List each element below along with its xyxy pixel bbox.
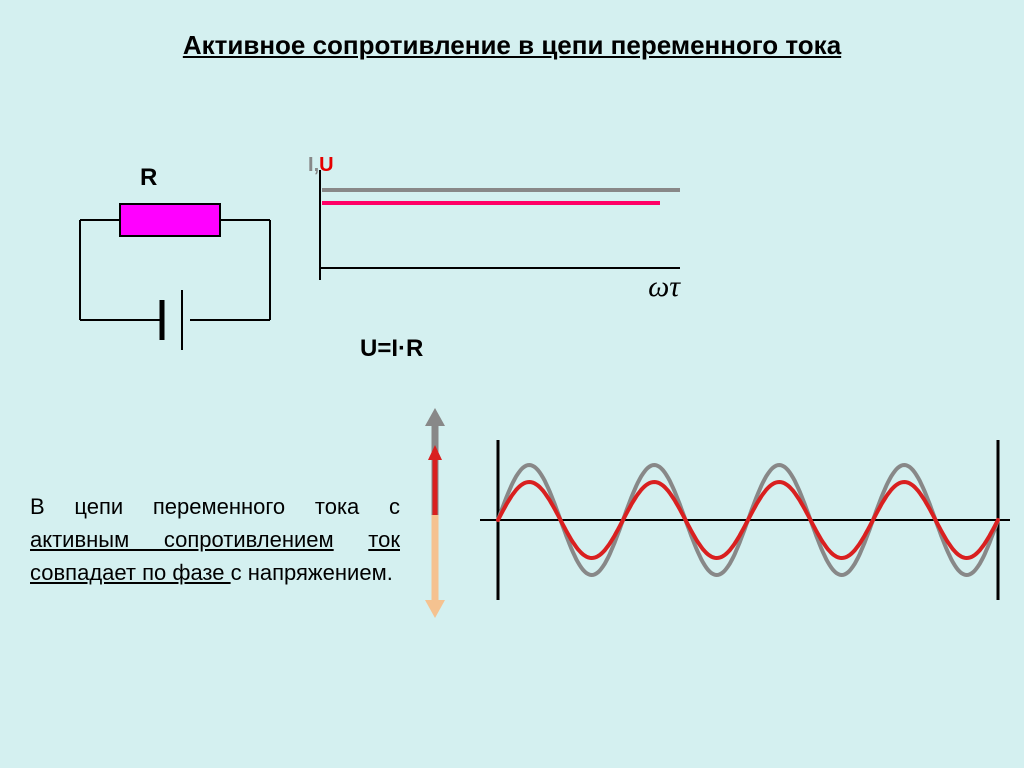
resistor-label: R [140,164,157,192]
sine-wave-chart [470,410,1010,630]
circuit-diagram: R [60,170,300,370]
phase-arrow-icon [415,400,455,630]
omega-t-label: ωτ [648,270,680,304]
circuit-svg [60,170,300,370]
sine-wave-svg [470,410,1010,630]
phasor-svg [310,160,710,330]
page-title: Активное сопротивление в цепи переменног… [0,30,1024,61]
phasor-diagram: I,U ωτ [310,160,710,330]
u-label: U [319,154,333,176]
description-text: В цепи переменного тока с активным сопро… [30,490,400,589]
ohms-law-formula: U=I·R [360,335,423,363]
phasor-axis-label: I,U [308,154,334,177]
page-root: Активное сопротивление в цепи переменног… [0,0,1024,768]
resistor-icon [120,204,220,236]
